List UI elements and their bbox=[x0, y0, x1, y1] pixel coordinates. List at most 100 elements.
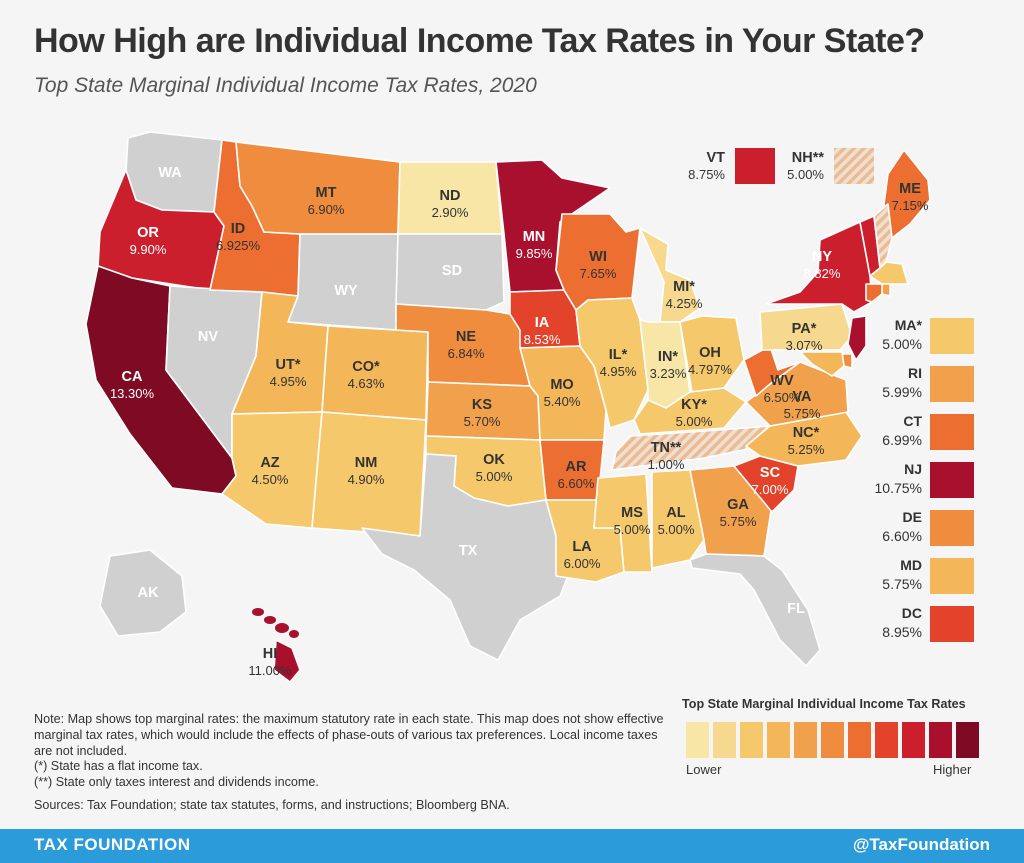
state-rate-ks: 5.70% bbox=[464, 414, 501, 429]
sidebar-label-6: DC 8.95% bbox=[850, 604, 922, 642]
state-nj[interactable] bbox=[847, 315, 867, 361]
state-rate-il: 4.95% bbox=[600, 364, 637, 379]
sidebar-label-5: MD 5.75% bbox=[850, 556, 922, 594]
sidebar-label-1: RI 5.99% bbox=[850, 364, 922, 402]
sidebar-swatch-5 bbox=[930, 558, 974, 594]
state-wy[interactable] bbox=[287, 233, 399, 331]
sidebar-abbr: MD bbox=[900, 557, 922, 573]
state-rate-mi: 4.25% bbox=[666, 296, 703, 311]
sidebar-abbr: CT bbox=[903, 413, 922, 429]
state-ky[interactable] bbox=[633, 387, 747, 435]
state-mi[interactable] bbox=[639, 227, 701, 323]
footer-brand: TAX FOUNDATION bbox=[34, 835, 191, 854]
sidebar-swatch-1 bbox=[930, 366, 974, 402]
state-rate-wv: 6.50% bbox=[764, 390, 801, 405]
state-sc[interactable] bbox=[733, 455, 799, 513]
state-label-il: IL* bbox=[609, 347, 628, 363]
map-notes: Note: Map shows top marginal rates: the … bbox=[34, 712, 674, 791]
state-label-fl: FL bbox=[787, 601, 805, 617]
legend-swatch-1 bbox=[686, 722, 709, 758]
state-al[interactable] bbox=[651, 469, 705, 569]
state-il[interactable] bbox=[575, 297, 649, 429]
state-fl[interactable] bbox=[689, 553, 821, 667]
state-md[interactable] bbox=[799, 351, 845, 377]
state-rate-la: 6.00% bbox=[564, 556, 601, 571]
state-label-mo: MO bbox=[550, 377, 573, 393]
state-label-ar: AR bbox=[566, 459, 587, 475]
footer-handle[interactable]: @TaxFoundation bbox=[852, 835, 990, 854]
state-label-ok: OK bbox=[483, 452, 505, 468]
legend-swatch-8 bbox=[875, 722, 898, 758]
sidebar-swatch-0 bbox=[930, 318, 974, 354]
footer-bar: TAX FOUNDATION @TaxFoundation bbox=[0, 829, 1024, 863]
state-rate-ny: 8.82% bbox=[804, 266, 841, 281]
state-label-nm: NM bbox=[355, 455, 378, 471]
sidebar-label-0: MA* 5.00% bbox=[850, 316, 922, 354]
state-label-wi: WI bbox=[589, 249, 607, 265]
callout-label-nh: NH** bbox=[792, 150, 825, 166]
state-nh[interactable] bbox=[873, 203, 893, 269]
state-label-mn: MN bbox=[523, 229, 546, 245]
state-ri[interactable] bbox=[881, 283, 891, 297]
sidebar-swatch-3 bbox=[930, 462, 974, 498]
sidebar-abbr: DE bbox=[902, 509, 922, 525]
state-label-wy: WY bbox=[334, 283, 358, 299]
state-label-pa: PA* bbox=[792, 321, 817, 337]
state-ct[interactable] bbox=[865, 283, 883, 303]
state-rate-ne: 6.84% bbox=[448, 346, 485, 361]
state-co[interactable] bbox=[321, 325, 429, 421]
state-label-nd: ND bbox=[440, 188, 461, 204]
state-rate-ky: 5.00% bbox=[676, 414, 713, 429]
callout-box-vt bbox=[735, 148, 775, 184]
state-label-ne: NE bbox=[456, 329, 476, 345]
state-label-tn: TN** bbox=[651, 440, 682, 456]
state-hi[interactable] bbox=[273, 639, 301, 683]
state-rate-tn: 1.00% bbox=[648, 457, 685, 472]
callout-rate-vt: 8.75% bbox=[688, 167, 725, 182]
state-ms[interactable] bbox=[593, 473, 653, 573]
state-label-ny: NY bbox=[812, 249, 832, 265]
map-sources: Sources: Tax Foundation; state tax statu… bbox=[34, 798, 510, 812]
callout-label-vt: VT bbox=[706, 150, 725, 166]
state-rate-nm: 4.90% bbox=[348, 472, 385, 487]
legend-higher-label: Higher bbox=[933, 762, 972, 777]
state-rate-or: 9.90% bbox=[130, 242, 167, 257]
legend-swatch-5 bbox=[794, 722, 817, 758]
state-rate-ms: 5.00% bbox=[614, 522, 651, 537]
state-label-al: AL bbox=[666, 505, 685, 521]
state-rate-in: 3.23% bbox=[650, 366, 687, 381]
state-label-mi: MI* bbox=[673, 279, 695, 295]
note-flat-tax: (*) State has a flat income tax. bbox=[34, 759, 203, 774]
state-rate-mt: 6.90% bbox=[308, 202, 345, 217]
state-rate-ut: 4.95% bbox=[270, 374, 307, 389]
us-map: WAOR9.90%CA13.30%NVID6.925%MT6.90%WYUT*4… bbox=[85, 131, 931, 683]
state-label-la: LA bbox=[572, 539, 592, 555]
state-label-ms: MS bbox=[621, 505, 643, 521]
state-tx[interactable] bbox=[361, 453, 575, 661]
legend-swatch-2 bbox=[713, 722, 736, 758]
callout-rate-nh: 5.00% bbox=[787, 167, 824, 182]
state-label-ga: GA bbox=[727, 497, 749, 513]
legend-swatch-11 bbox=[956, 722, 979, 758]
state-label-or: OR bbox=[137, 225, 159, 241]
sidebar-label-3: NJ 10.75% bbox=[850, 460, 922, 498]
state-label-hi: HI bbox=[263, 646, 278, 662]
state-rate-nd: 2.90% bbox=[432, 205, 469, 220]
state-label-ky: KY* bbox=[681, 397, 707, 413]
state-label-me: ME bbox=[899, 181, 921, 197]
state-pa[interactable] bbox=[759, 303, 853, 351]
sidebar-abbr: DC bbox=[901, 605, 922, 621]
sidebar-label-4: DE 6.60% bbox=[850, 508, 922, 546]
state-rate-ok: 5.00% bbox=[476, 469, 513, 484]
state-rate-ca: 13.30% bbox=[110, 386, 155, 401]
hawaii-island-2 bbox=[264, 616, 276, 624]
state-label-va: VA bbox=[792, 389, 812, 405]
note-main: Note: Map shows top marginal rates: the … bbox=[34, 712, 664, 758]
state-ak[interactable] bbox=[99, 549, 187, 637]
state-sd[interactable] bbox=[395, 233, 505, 311]
state-rate-va: 5.75% bbox=[784, 406, 821, 421]
state-rate-ga: 5.75% bbox=[720, 514, 757, 529]
state-label-nc: NC* bbox=[793, 425, 820, 441]
legend-swatch-6 bbox=[821, 722, 844, 758]
legend-swatch-3 bbox=[740, 722, 763, 758]
